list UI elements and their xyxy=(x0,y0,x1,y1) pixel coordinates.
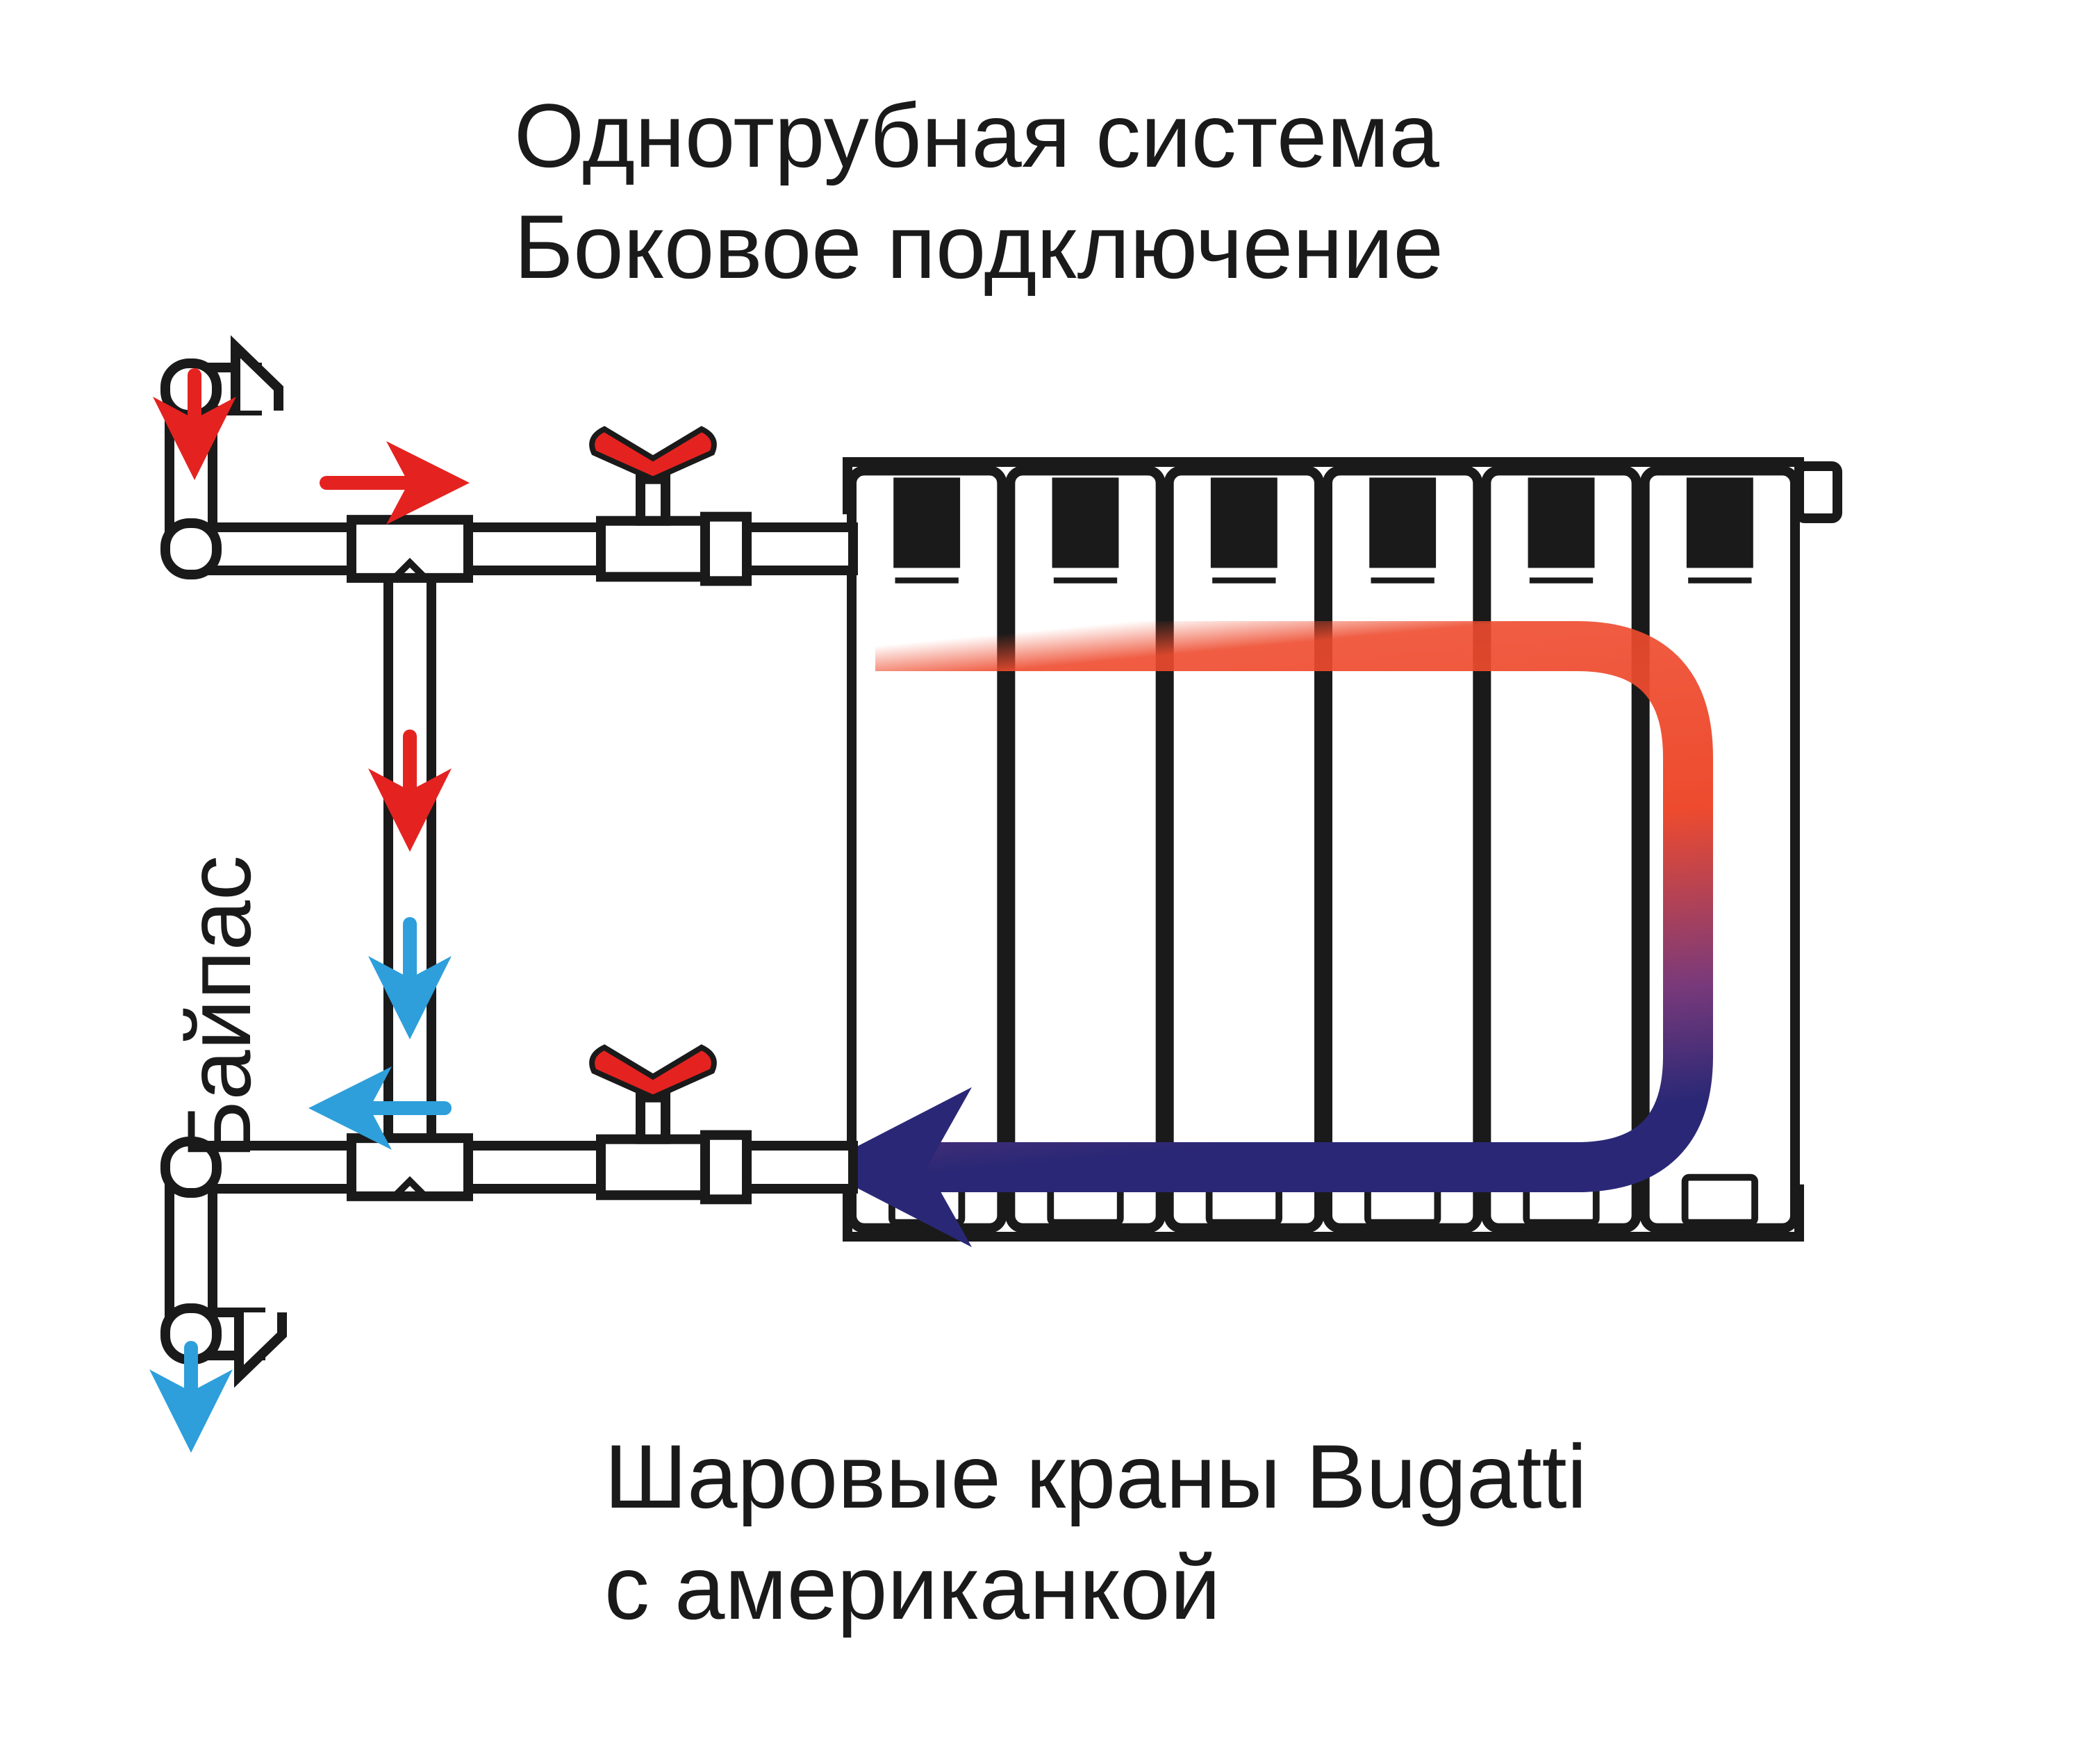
bottom-line-1: Шаровые краны Bugatti xyxy=(604,1426,1587,1527)
bypass-pipe xyxy=(388,570,431,1146)
bypass-label: Байпас xyxy=(168,855,270,1160)
supply-pipe xyxy=(213,527,853,570)
bottom-line-2: с американкой xyxy=(604,1537,1221,1638)
tee-bottom xyxy=(352,1138,468,1196)
tee-top xyxy=(352,520,468,578)
riser-inlet-open-end xyxy=(235,347,279,411)
elbow-top xyxy=(165,523,217,575)
riser-bottom-vertical xyxy=(169,1189,213,1312)
return-pipe xyxy=(213,1146,853,1189)
ball-valve-supply xyxy=(592,429,747,582)
riser-outlet-open-end xyxy=(239,1312,282,1376)
title-line-1: Однотрубная система xyxy=(514,85,1440,186)
ball-valve-return xyxy=(592,1048,747,1200)
title-line-2: Боковое подключение xyxy=(514,196,1444,297)
